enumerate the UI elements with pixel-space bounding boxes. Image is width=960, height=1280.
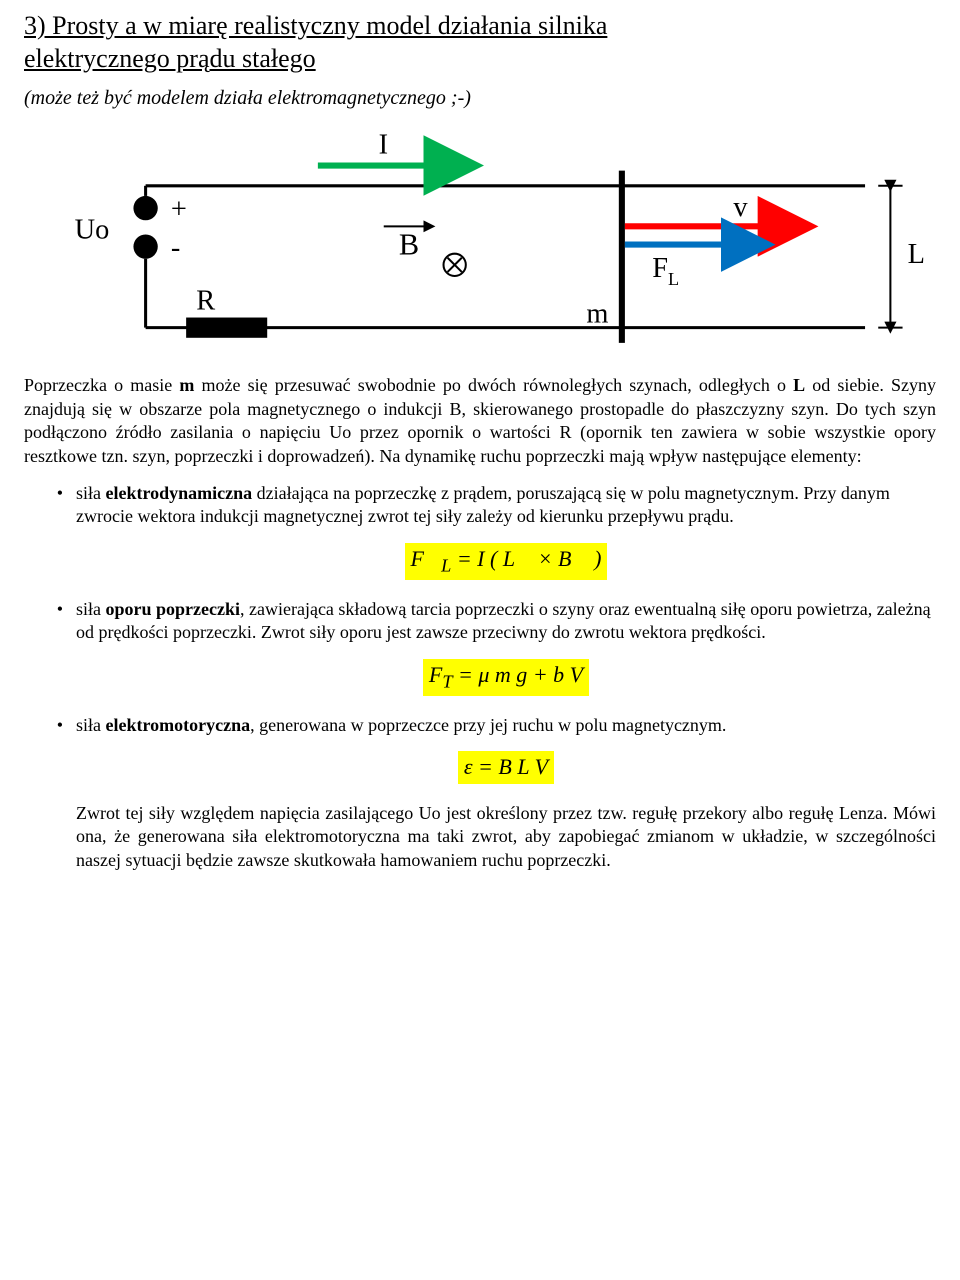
bullet-electrodynamic: siła elektrodynamiczna działająca na pop…	[72, 482, 936, 580]
label-minus: -	[171, 233, 180, 264]
force-list: siła elektrodynamiczna działająca na pop…	[24, 482, 936, 872]
label-FL: FL	[652, 253, 679, 289]
label-v: v	[733, 192, 748, 223]
label-uo: Uo	[75, 214, 110, 245]
equation-lorentz: F⃗L = I ( L⃗ × B⃗ )	[405, 543, 608, 580]
label-plus: +	[171, 194, 187, 225]
bullet-friction: siła oporu poprzeczki, zawierająca skład…	[72, 598, 936, 696]
subtitle: (może też być modelem działa elektromagn…	[24, 85, 936, 111]
bullet-emf: siła elektromotoryczna, generowana w pop…	[72, 714, 936, 872]
title-line-1: 3) Prosty a w miarę realistyczny model d…	[24, 11, 607, 40]
section-title: 3) Prosty a w miarę realistyczny model d…	[24, 10, 936, 75]
intro-paragraph: Poprzeczka o masie m może się przesuwać …	[24, 374, 936, 468]
equation-friction: FT = μ m g + b V	[423, 659, 589, 696]
label-R: R	[196, 285, 215, 316]
label-B: B	[399, 228, 419, 262]
emf-explanation: Zwrot tej siły względem napięcia zasilaj…	[76, 802, 936, 872]
label-L: L	[908, 239, 925, 270]
equation-emf: ε = B L V	[458, 751, 554, 784]
label-m: m	[586, 299, 608, 330]
title-line-2: elektrycznego prądu stałego	[24, 44, 316, 73]
motor-diagram: + - Uo R I B m v FL L	[24, 125, 936, 358]
label-I: I	[379, 129, 388, 160]
